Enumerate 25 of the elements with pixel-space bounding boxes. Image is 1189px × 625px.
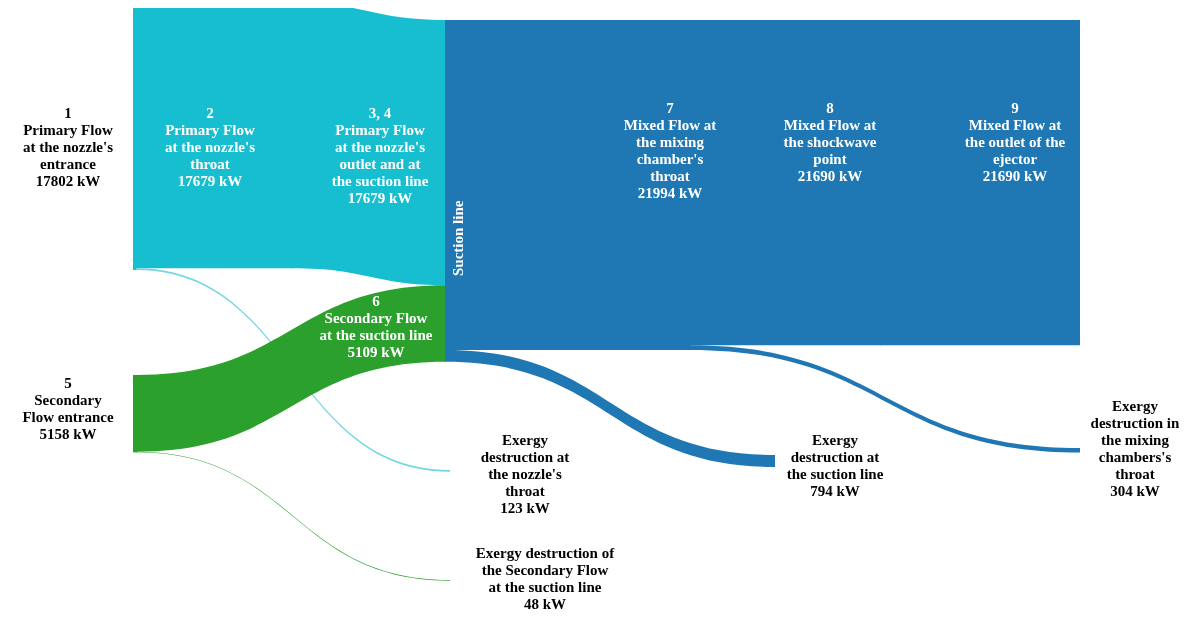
data-label: 123 kW xyxy=(500,500,550,516)
category-label: 6 Secondary Flow at the suction line xyxy=(319,293,433,343)
data-label: 17679 kW xyxy=(347,190,413,206)
category-label: 2 Primary Flow at the nozzle's throat xyxy=(165,105,255,172)
category-label: 7 Mixed Flow at the mixing chamber's throat xyxy=(623,100,717,184)
data-label: 48 kW xyxy=(523,596,567,612)
category-label: Exergy destruction at the suction line xyxy=(786,432,884,482)
category-label: 9 Mixed Flow at the outlet of the ejector xyxy=(964,100,1066,167)
data-label: 21690 kW xyxy=(797,168,863,184)
data-label: 21994 kW xyxy=(637,185,703,201)
data-label: 21690 kW xyxy=(982,168,1048,184)
category-label: Exergy destruction at the nozzle's throat xyxy=(480,432,570,499)
category-label: 1 Primary Flow at the nozzle's entrance xyxy=(23,105,113,172)
category-label: 8 Mixed Flow at the shockwave point xyxy=(783,100,877,167)
data-label: 17679 kW xyxy=(177,173,243,189)
data-label: 5158 kW xyxy=(39,426,97,442)
data-label: 5109 kW xyxy=(347,344,405,360)
category-label: Exergy destruction of the Secondary Flow at the suction line xyxy=(475,545,615,595)
data-label: 794 kW xyxy=(810,483,860,499)
category-label: Exergy destruction in the mixing chambers's throat xyxy=(1090,398,1180,482)
category-label: 5 Secondary Flow entrance xyxy=(22,375,114,425)
data-label: 304 kW xyxy=(1110,483,1160,499)
text: Suction line xyxy=(450,199,467,278)
category-label: 3, 4 Primary Flow at the nozzle's outlet and at the suction line xyxy=(331,105,429,189)
data-label: 17802 kW xyxy=(35,173,101,189)
